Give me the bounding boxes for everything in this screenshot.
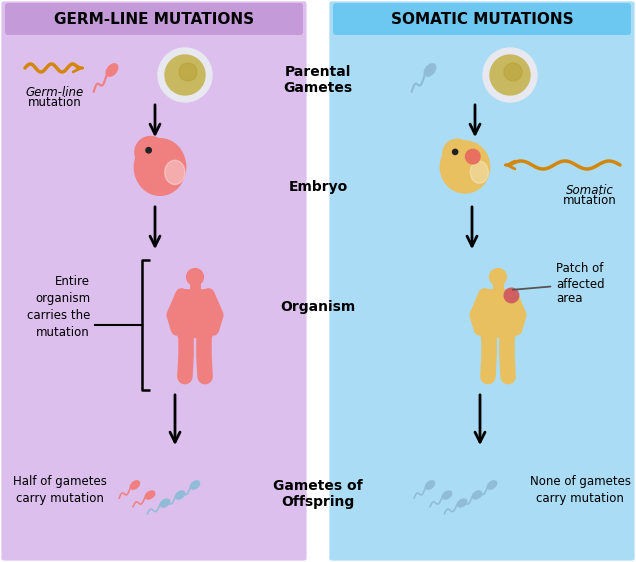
Text: Organism: Organism: [280, 300, 356, 314]
Ellipse shape: [470, 161, 488, 183]
Ellipse shape: [145, 491, 155, 499]
Polygon shape: [481, 329, 515, 337]
Ellipse shape: [160, 499, 170, 507]
Circle shape: [165, 55, 205, 95]
Text: None of gametes
carry mutation: None of gametes carry mutation: [530, 475, 630, 505]
Circle shape: [453, 149, 458, 155]
Text: Embryo: Embryo: [288, 180, 348, 194]
Ellipse shape: [106, 64, 118, 76]
Text: SOMATIC MUTATIONS: SOMATIC MUTATIONS: [391, 11, 573, 26]
FancyBboxPatch shape: [0, 0, 308, 562]
Text: Germ-line: Germ-line: [26, 86, 84, 99]
FancyBboxPatch shape: [5, 3, 303, 35]
Ellipse shape: [440, 141, 490, 193]
Circle shape: [504, 63, 522, 81]
Ellipse shape: [457, 499, 467, 507]
Ellipse shape: [487, 481, 497, 489]
Circle shape: [135, 137, 166, 168]
Text: Parental
Gametes: Parental Gametes: [284, 65, 352, 95]
Ellipse shape: [190, 481, 200, 489]
Text: Somatic: Somatic: [566, 184, 614, 197]
Circle shape: [146, 148, 151, 153]
Text: GERM-LINE MUTATIONS: GERM-LINE MUTATIONS: [54, 11, 254, 26]
Circle shape: [179, 63, 197, 81]
Text: mutation: mutation: [28, 96, 82, 109]
Ellipse shape: [134, 139, 186, 196]
Circle shape: [483, 48, 537, 102]
Circle shape: [158, 48, 212, 102]
Ellipse shape: [473, 491, 481, 499]
Text: Half of gametes
carry mutation: Half of gametes carry mutation: [13, 475, 107, 505]
Circle shape: [186, 269, 204, 285]
Ellipse shape: [176, 491, 184, 499]
Ellipse shape: [425, 481, 434, 489]
Ellipse shape: [130, 481, 139, 489]
Text: Patch of
affected
area: Patch of affected area: [513, 262, 605, 306]
Circle shape: [466, 149, 480, 164]
Ellipse shape: [442, 491, 452, 499]
Circle shape: [443, 139, 471, 168]
Text: Entire
organism
carries the
mutation: Entire organism carries the mutation: [27, 275, 90, 339]
Circle shape: [490, 269, 506, 285]
Polygon shape: [178, 329, 212, 337]
Text: mutation: mutation: [563, 194, 617, 207]
Polygon shape: [179, 290, 211, 329]
Circle shape: [504, 288, 519, 303]
Polygon shape: [482, 290, 514, 329]
Circle shape: [490, 55, 530, 95]
Ellipse shape: [165, 160, 185, 184]
Ellipse shape: [424, 64, 436, 76]
FancyBboxPatch shape: [333, 3, 631, 35]
FancyBboxPatch shape: [328, 0, 636, 562]
Text: Gametes of
Offspring: Gametes of Offspring: [273, 479, 363, 509]
